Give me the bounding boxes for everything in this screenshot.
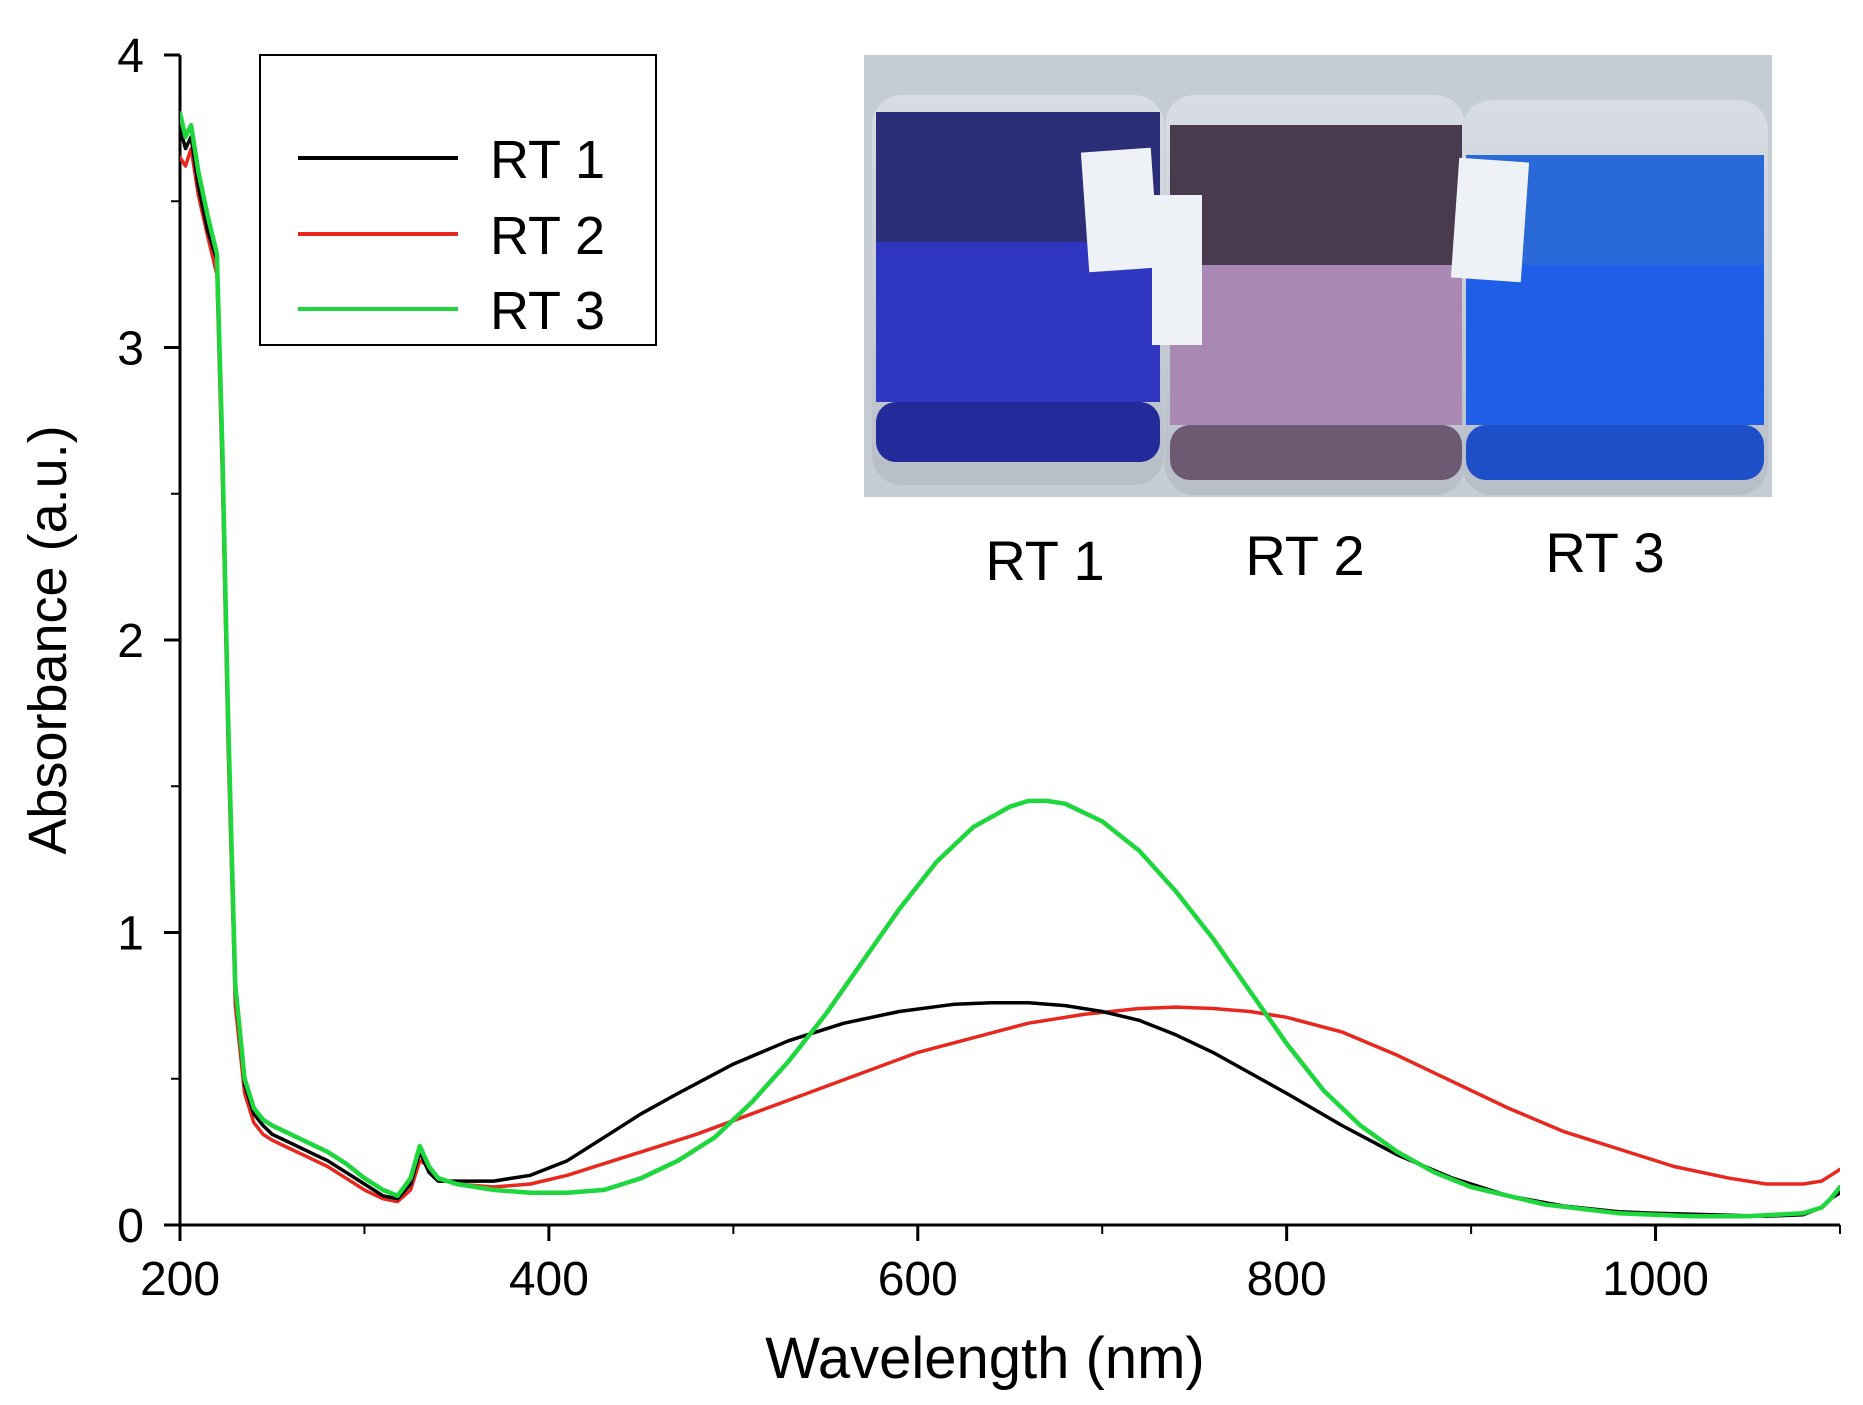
x-tick-label: 200: [140, 1253, 220, 1306]
series-lines: [180, 111, 1840, 1219]
inset-photo: RT 1 RT 2 RT 3: [864, 55, 1772, 592]
y-tick-label: 4: [117, 30, 144, 83]
inset-label-rt3: RT 3: [1545, 521, 1664, 584]
vial-rt3: [1450, 100, 1768, 495]
legend-label-rt3: RT 3: [490, 281, 605, 341]
x-tick-label: 600: [878, 1253, 958, 1306]
x-tick-label: 800: [1247, 1253, 1327, 1306]
legend: RT 1 RT 2 RT 3: [259, 54, 657, 346]
y-tick-label: 1: [117, 908, 144, 961]
tick-marks: [164, 53, 1841, 1241]
y-tick-label: 0: [117, 1200, 144, 1253]
y-tick-label: 2: [117, 615, 144, 668]
series-line-rt2: [180, 146, 1840, 1204]
legend-label-rt2: RT 2: [490, 206, 605, 266]
y-tick-label: 3: [117, 323, 144, 376]
x-tick-label: 1000: [1602, 1253, 1709, 1306]
inset-label-rt2: RT 2: [1245, 524, 1364, 587]
y-axis-title: Absorbance (a.u.): [18, 425, 78, 854]
vial-rt1: [872, 95, 1164, 485]
legend-box: [259, 54, 657, 346]
series-line-rt3: [180, 111, 1840, 1219]
x-axis-title: Wavelength (nm): [765, 1326, 1204, 1391]
legend-label-rt1: RT 1: [490, 130, 605, 190]
tick-labels: 200 400 600 800 1000 0 1 2 3 4: [117, 30, 1709, 1306]
inset-label-rt1: RT 1: [985, 529, 1104, 592]
x-tick-label: 400: [509, 1253, 589, 1306]
vial-rt2: [1152, 95, 1465, 495]
